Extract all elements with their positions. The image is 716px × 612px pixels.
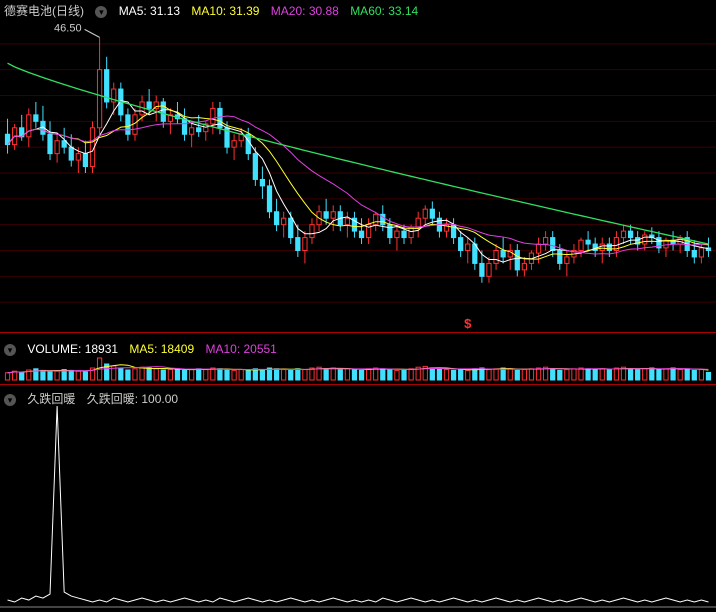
volume-panel[interactable]: ▾ VOLUME: 18931 MA5: 18409 MA10: 20551 [0, 340, 716, 382]
ma10-label: MA10: 31.39 [191, 4, 259, 18]
chevron-down-icon[interactable]: ▾ [4, 344, 16, 356]
volume-label: VOLUME: 18931 [27, 342, 118, 356]
chevron-down-icon[interactable]: ▾ [4, 394, 16, 406]
svg-text:$: $ [464, 316, 472, 331]
indicator-panel[interactable]: ▾ 久跌回暖 久跌回暖: 100.00 [0, 388, 716, 610]
indicator-header: ▾ 久跌回暖 久跌回暖: 100.00 [4, 390, 186, 407]
separator [0, 332, 716, 333]
indicator-title: 久跌回暖 [27, 392, 75, 406]
price-chart-svg: 46.50 $ [0, 0, 716, 332]
stock-title: 德赛电池(日线) [4, 4, 84, 18]
indicator-chart-svg [0, 388, 716, 610]
separator [0, 384, 716, 385]
ma20-label: MA20: 30.88 [271, 4, 339, 18]
volume-header: ▾ VOLUME: 18931 MA5: 18409 MA10: 20551 [4, 342, 285, 356]
ma5-label: MA5: 31.13 [119, 4, 180, 18]
price-header: 德赛电池(日线) ▾ MA5: 31.13 MA10: 31.39 MA20: … [4, 2, 426, 19]
ma60-label: MA60: 33.14 [350, 4, 418, 18]
volume-ma5-label: MA5: 18409 [129, 342, 194, 356]
price-chart-panel[interactable]: 德赛电池(日线) ▾ MA5: 31.13 MA10: 31.39 MA20: … [0, 0, 716, 332]
chevron-down-icon[interactable]: ▾ [95, 6, 107, 18]
svg-text:46.50: 46.50 [54, 22, 82, 34]
indicator-value: 久跌回暖: 100.00 [87, 392, 178, 406]
volume-ma10-label: MA10: 20551 [205, 342, 276, 356]
